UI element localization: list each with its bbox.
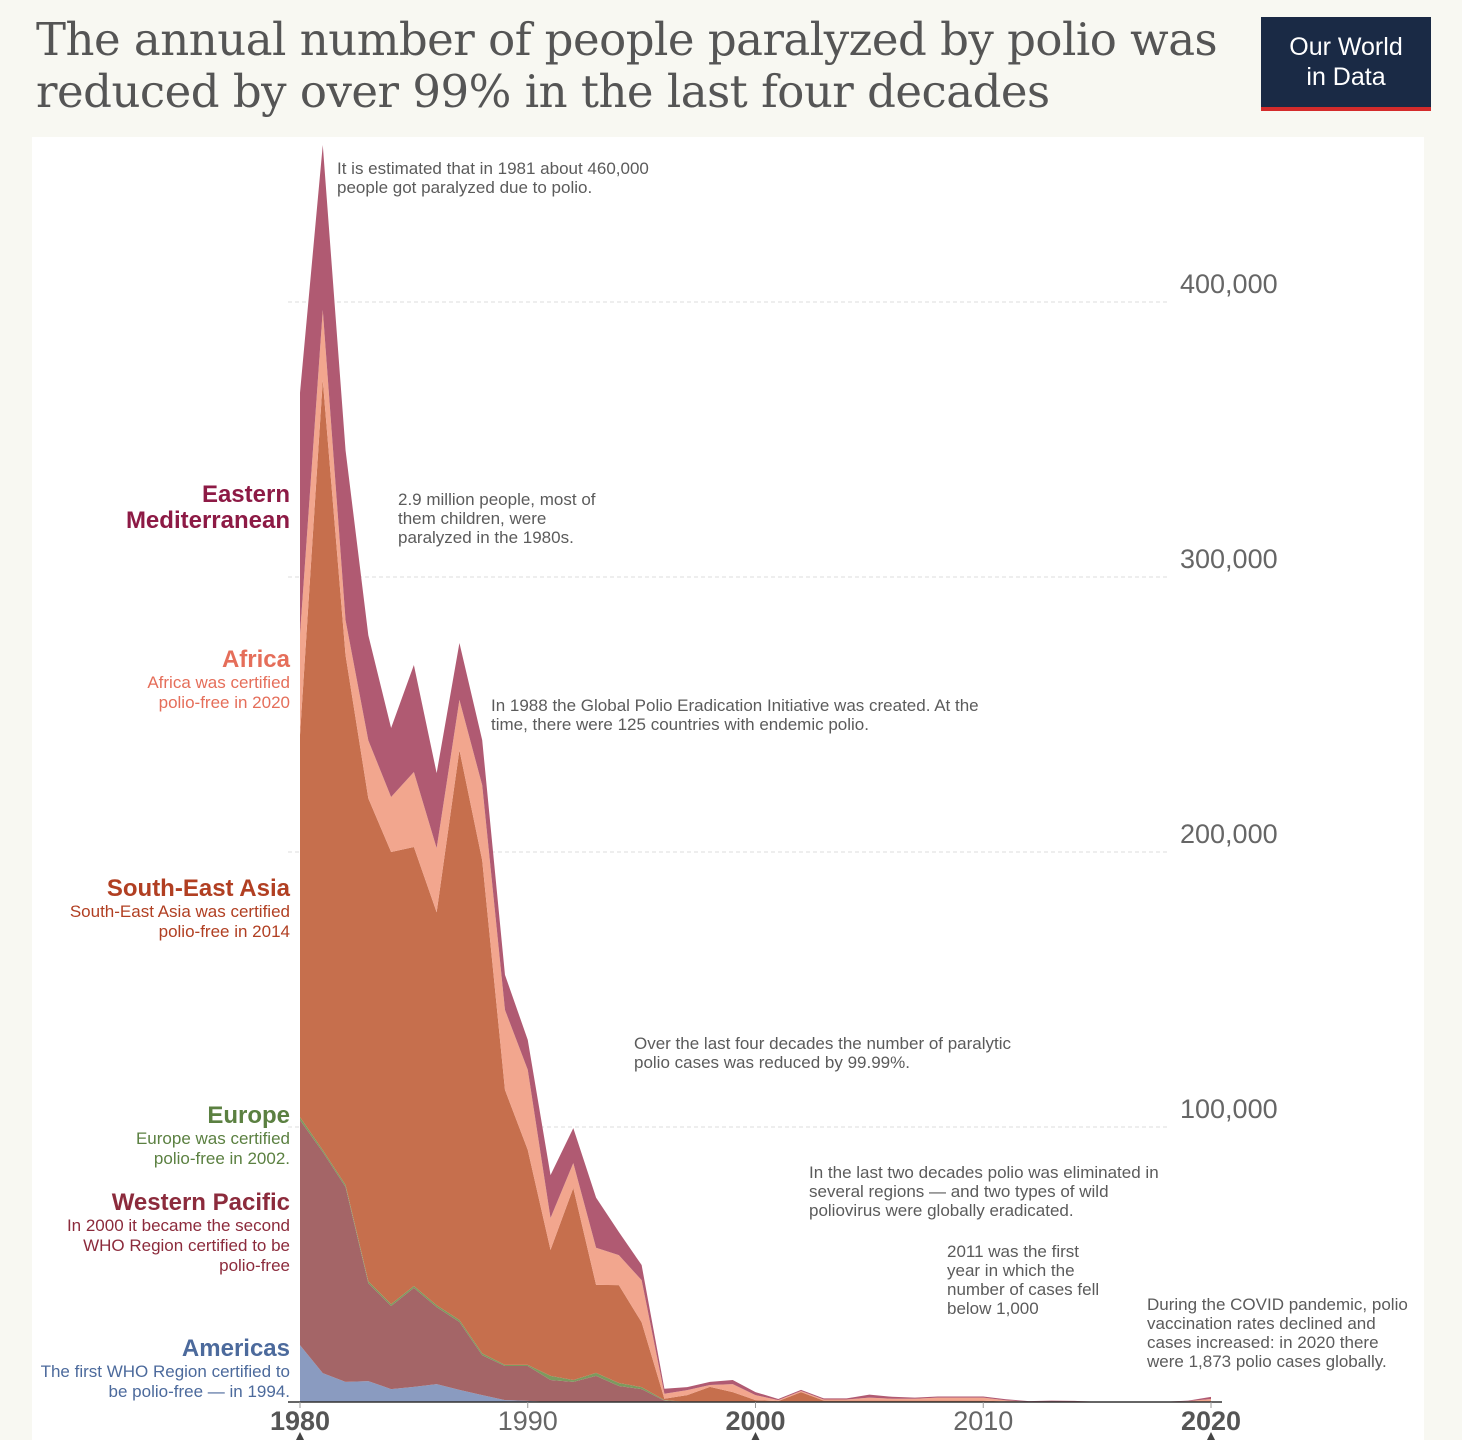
- label-europe: Europe Europe was certified polio-free i…: [110, 1103, 290, 1169]
- x-tick-label: 2010: [953, 1406, 1014, 1436]
- region-name: Africa: [221, 646, 290, 673]
- logo-line-2: in Data: [1306, 63, 1386, 91]
- annotation-1980s-total: 2.9 million people, most of them childre…: [398, 490, 596, 547]
- region-note: Europe was certified polio-free in 2002.: [135, 1129, 290, 1168]
- region-name: Europe: [207, 1102, 290, 1129]
- annotation-gpei: In 1988 the Global Polio Eradication Ini…: [491, 696, 979, 734]
- logo-line-1: Our World: [1289, 33, 1403, 61]
- y-tick-label: 300,000: [1180, 544, 1278, 574]
- annotation-reduction: Over the last four decades the number of…: [634, 1034, 1012, 1072]
- region-name: South-East Asia: [106, 875, 290, 902]
- chart-panel: [32, 137, 1424, 1440]
- annotation-covid: During the COVID pandemic, polio vaccina…: [1147, 1295, 1408, 1371]
- region-note: The first WHO Region certified to be pol…: [40, 1362, 290, 1401]
- region-name: Western Pacific: [111, 1189, 290, 1216]
- annotation-2011: 2011 was the first year in which the num…: [947, 1242, 1100, 1318]
- label-western-pacific: Western Pacific In 2000 it became the se…: [40, 1190, 290, 1276]
- label-africa: Africa Africa was certified polio-free i…: [115, 647, 290, 713]
- label-eastern-mediterranean: Eastern Mediterranean: [90, 482, 290, 534]
- region-name: Eastern Mediterranean: [125, 481, 290, 534]
- y-tick-label: 100,000: [1180, 1094, 1278, 1124]
- area-africa: [300, 309, 1211, 1403]
- y-tick-label: 400,000: [1180, 269, 1278, 299]
- label-americas: Americas The first WHO Region certified …: [30, 1336, 290, 1402]
- annotation-two-decades: In the last two decades polio was elimin…: [809, 1163, 1159, 1220]
- area-eastern-mediterranean: [300, 144, 1211, 1403]
- x-tick-label: 1980: [269, 1406, 331, 1436]
- label-south-east-asia: South-East Asia South-East Asia was cert…: [45, 876, 290, 942]
- year-marker-icon: [296, 1432, 304, 1440]
- region-note: Africa was certified polio-free in 2020: [147, 673, 290, 712]
- area-americas: [300, 1345, 1211, 1402]
- owid-logo[interactable]: Our World in Data: [1261, 17, 1431, 111]
- region-note: In 2000 it became the second WHO Region …: [66, 1216, 290, 1275]
- x-tick-label: 1990: [497, 1406, 558, 1436]
- chart-title: The annual number of people paralyzed by…: [36, 13, 1218, 118]
- region-note: South-East Asia was certified polio-free…: [69, 902, 290, 941]
- y-tick-label: 200,000: [1180, 819, 1278, 849]
- area-western-pacific: [300, 1120, 1211, 1402]
- x-tick-label: 2020: [1180, 1406, 1242, 1436]
- annotation-1981-peak: It is estimated that in 1981 about 460,0…: [337, 159, 649, 197]
- x-tick-label: 2000: [725, 1406, 786, 1436]
- year-marker-icon: [1207, 1432, 1215, 1440]
- area-south-east-asia: [300, 380, 1211, 1403]
- region-name: Americas: [181, 1335, 290, 1362]
- year-marker-icon: [751, 1432, 760, 1440]
